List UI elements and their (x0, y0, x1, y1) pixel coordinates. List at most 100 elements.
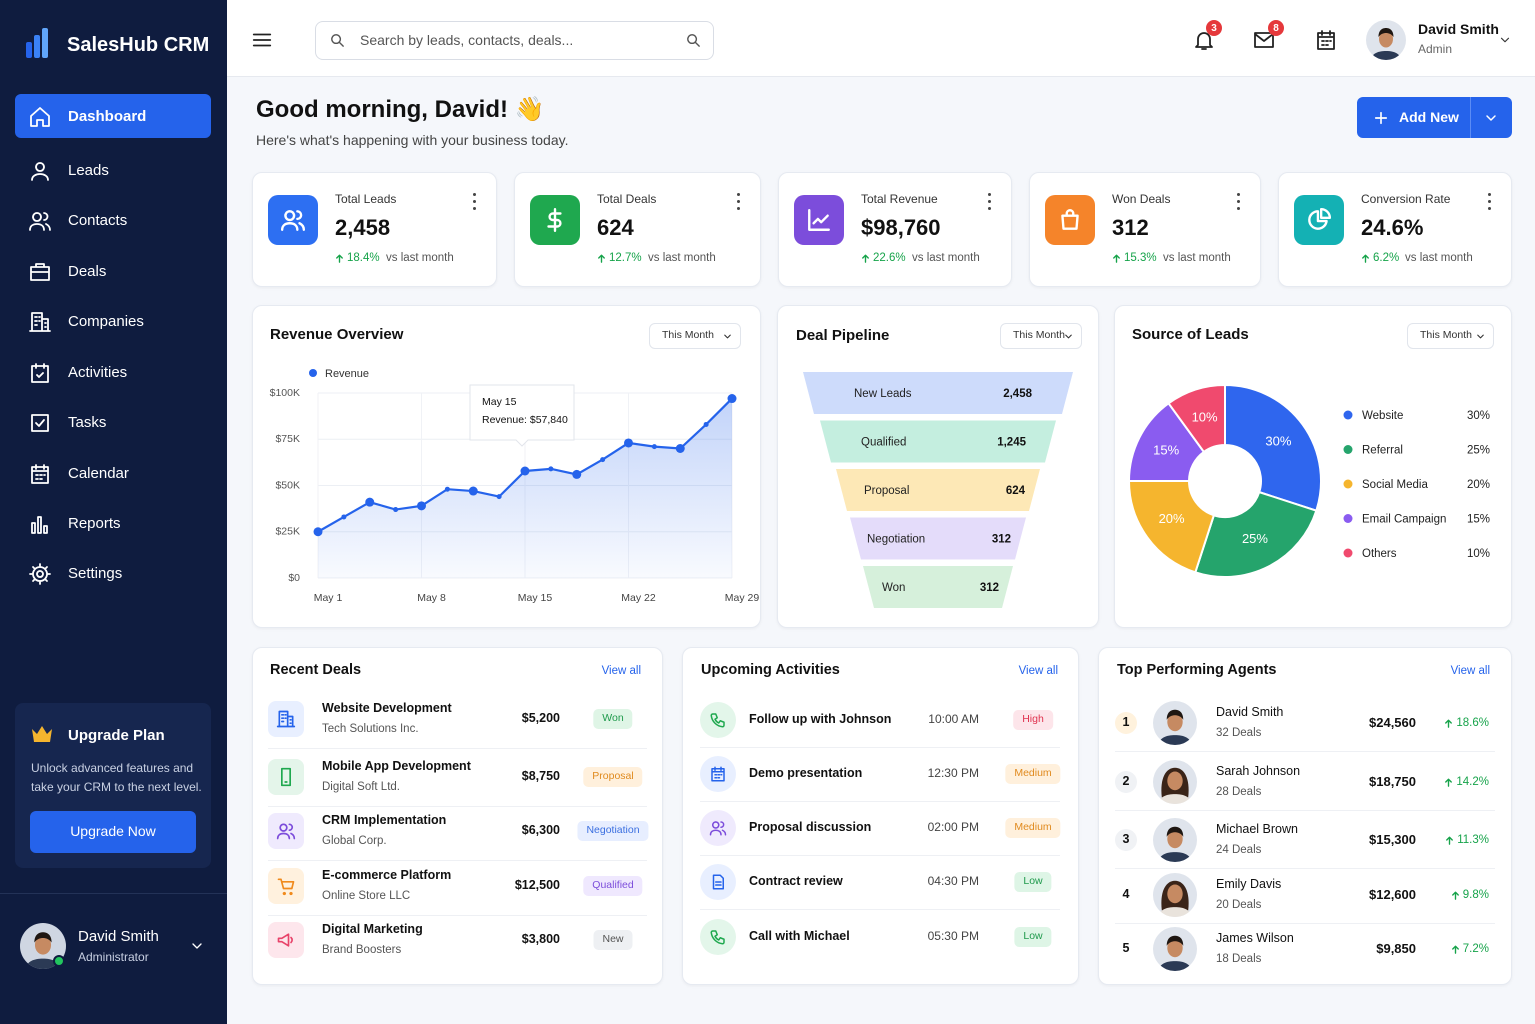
agent-change: 14.2% (1456, 775, 1489, 788)
agent-name[interactable]: David Smith (1216, 705, 1284, 719)
bell-icon[interactable] (1192, 28, 1216, 52)
activity-time: 02:00 PM (927, 820, 979, 835)
upgrade-button-label[interactable]: Upgrade Now (70, 823, 156, 840)
topbar (227, 0, 1535, 77)
activity-name[interactable]: Proposal discussion (749, 820, 872, 834)
deal-name[interactable]: Digital Marketing (322, 922, 423, 936)
hair (1166, 935, 1184, 946)
deal-name[interactable]: Mobile App Development (322, 759, 471, 773)
nav-item[interactable]: Deals (68, 262, 107, 280)
topbar-user-name[interactable]: David Smith (1418, 21, 1499, 38)
upgrade-text: Unlock advanced features and take your C… (31, 761, 202, 794)
kebab-dot[interactable] (473, 192, 476, 196)
up-icon (1444, 719, 1452, 728)
users-icon (280, 210, 306, 231)
nav-item[interactable]: Reports (68, 514, 121, 532)
menu-icon[interactable] (251, 29, 273, 51)
kebab-dot[interactable] (1237, 192, 1240, 196)
chev-icon[interactable] (189, 938, 205, 954)
kebab-dot[interactable] (473, 199, 476, 203)
agent-name[interactable]: Sarah Johnson (1216, 764, 1301, 778)
gear-icon[interactable] (28, 562, 52, 586)
plus-icon[interactable] (1372, 109, 1390, 127)
kebab-dot[interactable] (1237, 206, 1240, 210)
brand-name: SalesHub CRM (67, 33, 210, 56)
kebab-dot[interactable] (1488, 192, 1491, 196)
view-all-link[interactable]: View all (1450, 664, 1490, 677)
nav-item[interactable]: Leads (68, 161, 109, 179)
search-icon[interactable] (685, 32, 702, 49)
kebab-dot[interactable] (737, 192, 740, 196)
kebab-dot[interactable] (737, 199, 740, 203)
nav-item[interactable]: Settings (68, 564, 123, 582)
activity-name[interactable]: Demo presentation (749, 766, 863, 780)
chev-icon[interactable] (1483, 110, 1499, 126)
check-icon[interactable] (28, 411, 52, 435)
kebab-dot[interactable] (1488, 199, 1491, 203)
topbar-user-role: Admin (1418, 42, 1453, 57)
filter-label[interactable]: This Month (662, 329, 714, 342)
kebab-dot[interactable] (988, 192, 991, 196)
user-icon[interactable] (28, 159, 52, 183)
chev-icon[interactable] (722, 331, 733, 342)
cal-icon[interactable] (1314, 28, 1338, 52)
kebab-dot[interactable] (988, 199, 991, 203)
row-divider (700, 801, 1060, 802)
icon-path (1500, 37, 1510, 43)
status-pill: Proposal (583, 767, 643, 787)
card-title: Deal Pipeline (796, 326, 890, 344)
kebab-dot[interactable] (988, 206, 991, 210)
icon-path (252, 33, 272, 47)
view-all-link[interactable]: View all (1018, 664, 1058, 677)
activity-name[interactable]: Contract review (749, 874, 843, 888)
chev-icon[interactable] (1475, 331, 1486, 342)
calcheck-icon[interactable] (28, 361, 52, 385)
stat-label: Conversion Rate (1361, 192, 1451, 207)
nav-item[interactable]: Tasks (68, 413, 107, 431)
agent-name[interactable]: Michael Brown (1216, 822, 1298, 836)
card-title: Revenue Overview (270, 325, 404, 343)
filter-label[interactable]: This Month (1420, 329, 1472, 342)
agent-name[interactable]: Emily Davis (1216, 877, 1282, 891)
kebab-dot[interactable] (1237, 199, 1240, 203)
cal-icon[interactable] (28, 462, 52, 486)
filter-dropdown[interactable] (1407, 323, 1494, 349)
up-icon (1445, 836, 1453, 845)
kebab-dot[interactable] (1488, 206, 1491, 210)
search-box[interactable] (315, 21, 714, 60)
icon-path (280, 210, 306, 231)
nav-item[interactable]: Dashboard (68, 107, 147, 125)
agent-name[interactable]: James Wilson (1216, 931, 1294, 945)
deal-name[interactable]: E-commerce Platform (322, 868, 452, 882)
upgrade-button[interactable] (30, 811, 196, 853)
deal-amount: $5,200 (521, 711, 560, 725)
deal-name[interactable]: CRM Implementation (322, 813, 447, 827)
activity-name[interactable]: Call with Michael (749, 929, 850, 943)
view-all-link[interactable]: View all (601, 664, 641, 677)
chev-icon[interactable] (1498, 33, 1512, 47)
deal-name[interactable]: Website Development (322, 701, 452, 715)
icon-path (1476, 334, 1484, 338)
kebab-dot[interactable] (473, 206, 476, 210)
filter-dropdown[interactable] (1000, 323, 1082, 349)
search-placeholder[interactable]: Search by leads, contacts, deals... (360, 32, 574, 49)
activity-name[interactable]: Follow up with Johnson (749, 712, 892, 726)
nav-item[interactable]: Contacts (68, 211, 128, 229)
hair (1378, 28, 1394, 37)
add-new-label[interactable]: Add New (1399, 109, 1459, 126)
nav-item[interactable]: Companies (68, 312, 144, 330)
chev-icon[interactable] (1063, 331, 1074, 342)
mail-icon[interactable] (1252, 28, 1276, 52)
users-icon[interactable] (28, 209, 52, 233)
nav-item[interactable]: Calendar (68, 464, 129, 482)
home-icon[interactable] (28, 105, 52, 129)
stat-label: Total Deals (597, 192, 657, 207)
building-icon[interactable] (28, 310, 52, 334)
filter-label[interactable]: This Month (1013, 329, 1065, 342)
briefcase-icon[interactable] (28, 260, 52, 284)
kebab-dot[interactable] (737, 206, 740, 210)
chart-icon[interactable] (28, 512, 52, 536)
stat-icon-bg (1045, 195, 1095, 245)
nav-item[interactable]: Activities (68, 363, 128, 381)
